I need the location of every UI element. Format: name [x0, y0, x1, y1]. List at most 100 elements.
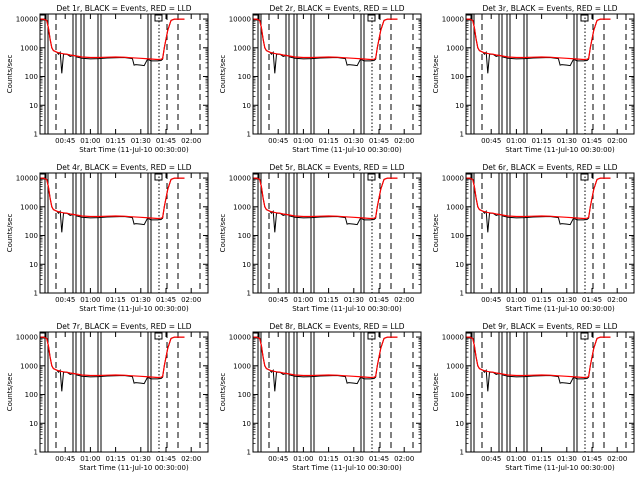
panel-7: Det 7r, BLACK = Events, RED = LLD Counts/…	[6, 322, 209, 472]
marker-box	[580, 173, 589, 181]
x-tick-label: 01:45	[582, 296, 602, 304]
plot-frame	[39, 172, 209, 294]
y-tick-label: 10000	[16, 16, 38, 24]
series-line-lld	[466, 336, 611, 379]
y-tick-label: 100	[451, 391, 464, 399]
y-tick-label: 1000	[446, 44, 464, 52]
marker-box	[154, 332, 163, 340]
x-tick-label: 01:15	[106, 455, 126, 463]
x-tick-label: 01:00	[293, 455, 313, 463]
y-axis-label: Counts/sec	[219, 214, 227, 253]
x-tick-label: 01:45	[156, 296, 176, 304]
y-axis-label: Counts/sec	[6, 373, 14, 412]
y-tick-label: 1	[460, 131, 464, 139]
marker-box	[367, 14, 376, 22]
series-line-events	[40, 18, 185, 74]
y-tick-label: 100	[238, 73, 251, 81]
x-axis-label: Start Time (11-Jul-10 00:30:00)	[505, 146, 615, 154]
series-line-events	[253, 18, 398, 74]
y-tick-label: 10	[29, 261, 38, 269]
x-tick-label: 02:00	[394, 137, 414, 145]
series-line-lld	[253, 18, 398, 61]
x-tick-label: 01:30	[557, 455, 577, 463]
series-line-events	[253, 177, 398, 233]
x-tick-label: 02:00	[607, 455, 627, 463]
y-tick-label: 10	[242, 102, 251, 110]
x-tick-label: 01:00	[293, 296, 313, 304]
y-tick-label: 10	[455, 420, 464, 428]
panel-title: Det 7r, BLACK = Events, RED = LLD	[56, 322, 191, 331]
y-axis-label: Counts/sec	[432, 373, 440, 412]
series-line-events	[466, 18, 611, 74]
series-line-lld	[253, 177, 398, 220]
x-tick-label: 00:45	[481, 137, 501, 145]
x-tick-label: 02:00	[181, 455, 201, 463]
marker-box	[154, 14, 163, 22]
x-tick-label: 01:30	[344, 137, 364, 145]
x-tick-label: 01:45	[156, 137, 176, 145]
x-axis-label: Start Time (11-Jul-10 00:30:00)	[505, 464, 615, 472]
x-tick-label: 01:00	[293, 137, 313, 145]
series-line-events	[466, 336, 611, 392]
x-axis-label: Start Time (11-Jul-10 00:30:00)	[292, 464, 402, 472]
panel-title: Det 8r, BLACK = Events, RED = LLD	[269, 322, 404, 331]
panel-4: Det 4r, BLACK = Events, RED = LLD Counts/…	[6, 163, 209, 313]
y-tick-label: 10	[242, 420, 251, 428]
x-tick-label: 01:00	[80, 455, 100, 463]
y-tick-label: 10000	[442, 334, 464, 342]
x-axis-label: Start Time (11-Jul-10 00:30:00)	[505, 305, 615, 313]
y-tick-label: 1	[34, 449, 38, 457]
x-tick-label: 01:15	[532, 296, 552, 304]
x-tick-label: 02:00	[394, 296, 414, 304]
x-tick-label: 01:00	[506, 296, 526, 304]
series-line-lld	[253, 336, 398, 379]
marker-box	[367, 332, 376, 340]
marker-box	[154, 173, 163, 181]
y-tick-label: 10000	[16, 175, 38, 183]
x-tick-label: 00:45	[481, 296, 501, 304]
x-tick-label: 01:00	[506, 137, 526, 145]
series-line-lld	[40, 18, 185, 61]
x-tick-label: 01:45	[582, 137, 602, 145]
y-tick-label: 1000	[233, 44, 251, 52]
x-tick-label: 01:45	[582, 455, 602, 463]
y-tick-label: 10	[242, 261, 251, 269]
x-tick-label: 01:00	[80, 137, 100, 145]
y-tick-label: 1	[34, 131, 38, 139]
x-axis-label: Start Time (11-Jul-10 00:30:00)	[292, 146, 402, 154]
y-axis-label: Counts/sec	[6, 214, 14, 253]
panel-title: Det 1r, BLACK = Events, RED = LLD	[56, 4, 191, 13]
x-tick-label: 01:45	[369, 455, 389, 463]
y-tick-label: 10000	[229, 334, 251, 342]
y-tick-label: 1000	[446, 203, 464, 211]
plot-frame	[465, 331, 635, 453]
y-tick-label: 10000	[442, 175, 464, 183]
panel-title: Det 6r, BLACK = Events, RED = LLD	[482, 163, 617, 172]
y-axis-label: Counts/sec	[432, 55, 440, 94]
y-tick-label: 1000	[20, 362, 38, 370]
series-line-events	[466, 177, 611, 233]
series-line-lld	[40, 177, 185, 220]
x-tick-label: 01:30	[557, 137, 577, 145]
x-tick-label: 01:00	[80, 296, 100, 304]
panel-8: Det 8r, BLACK = Events, RED = LLD Counts/…	[219, 322, 422, 472]
panel-1: Det 1r, BLACK = Events, RED = LLD Counts/…	[6, 4, 209, 154]
x-axis-label: Start Time (11-Jul-10 00:30:00)	[79, 464, 189, 472]
plot-frame	[252, 172, 422, 294]
x-tick-label: 01:00	[506, 455, 526, 463]
x-tick-label: 01:15	[532, 137, 552, 145]
x-tick-label: 02:00	[607, 296, 627, 304]
marker-box	[367, 173, 376, 181]
x-tick-label: 01:30	[131, 296, 151, 304]
x-tick-label: 01:30	[131, 455, 151, 463]
x-tick-label: 00:45	[55, 296, 75, 304]
series-line-lld	[466, 177, 611, 220]
x-tick-label: 00:45	[268, 137, 288, 145]
y-tick-label: 100	[238, 232, 251, 240]
panel-2: Det 2r, BLACK = Events, RED = LLD Counts/…	[219, 4, 422, 154]
plot-frame	[252, 13, 422, 135]
series-line-lld	[466, 18, 611, 61]
y-tick-label: 100	[25, 391, 38, 399]
x-tick-label: 01:15	[532, 455, 552, 463]
